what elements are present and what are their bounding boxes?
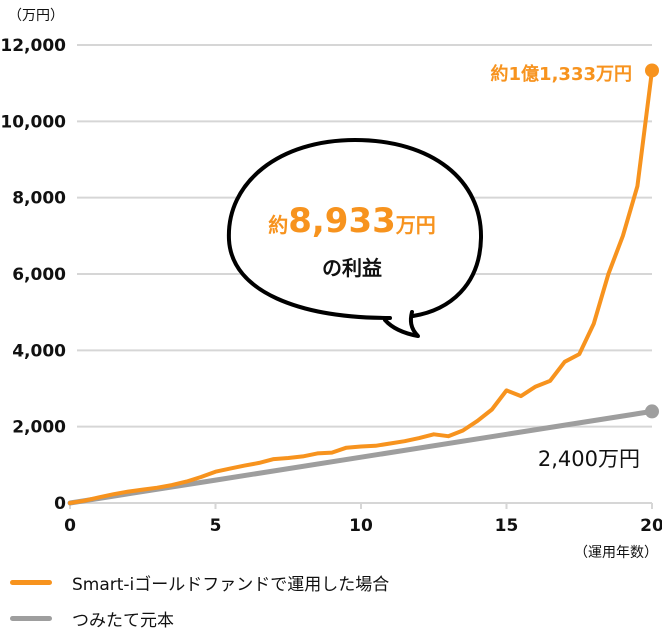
x-tick-label: 20 <box>640 516 662 536</box>
y-axis-ticks: 0 2,000 4,000 6,000 8,000 10,000 12,000 <box>0 36 66 514</box>
y-tick-label: 2,000 <box>12 418 66 438</box>
legend-swatch-principal <box>10 616 52 621</box>
y-tick-label: 4,000 <box>12 341 66 361</box>
x-tick-label: 10 <box>349 516 373 536</box>
x-axis-ticks: 0 5 10 15 20 <box>64 516 662 536</box>
y-tick-label: 0 <box>54 494 66 514</box>
x-axis-unit: （運用年数） <box>574 545 658 561</box>
legend-label-gold: Smart-iゴールドファンドで運用した場合 <box>72 575 390 595</box>
x-tick-label: 15 <box>495 516 519 536</box>
y-tick-label: 6,000 <box>12 265 66 285</box>
gold-fund-line <box>68 68 654 505</box>
bubble-value: 8,933 <box>288 201 396 241</box>
bubble-prefix: 約 <box>268 213 288 237</box>
legend-label-principal: つみたて元本 <box>72 611 174 631</box>
bubble-profit-amount: 約8,933万円 <box>268 201 436 241</box>
bubble-tail <box>383 310 420 338</box>
profit-speech-bubble: 約8,933万円 の利益 <box>226 137 484 338</box>
bubble-suffix: 万円 <box>395 213 436 237</box>
legend-swatch-gold <box>10 580 52 585</box>
x-tick-label: 5 <box>210 516 222 536</box>
principal-end-label: 2,400万円 <box>538 447 640 471</box>
legend-item-principal: つみたて元本 <box>10 606 174 631</box>
x-tick-label: 0 <box>64 516 76 536</box>
legend-item-gold: Smart-iゴールドファンドで運用した場合 <box>10 570 389 595</box>
bubble-outline <box>226 137 484 320</box>
bubble-subtext: の利益 <box>322 256 382 280</box>
y-tick-label: 12,000 <box>0 36 66 56</box>
principal-end-marker <box>645 404 659 419</box>
gold-end-label: 約1億1,333万円 <box>491 63 632 85</box>
y-tick-label: 8,000 <box>12 189 66 209</box>
data-series <box>67 63 659 506</box>
gold-end-marker <box>645 63 659 78</box>
y-tick-label: 10,000 <box>0 112 66 132</box>
y-axis-unit: （万円） <box>8 8 64 24</box>
